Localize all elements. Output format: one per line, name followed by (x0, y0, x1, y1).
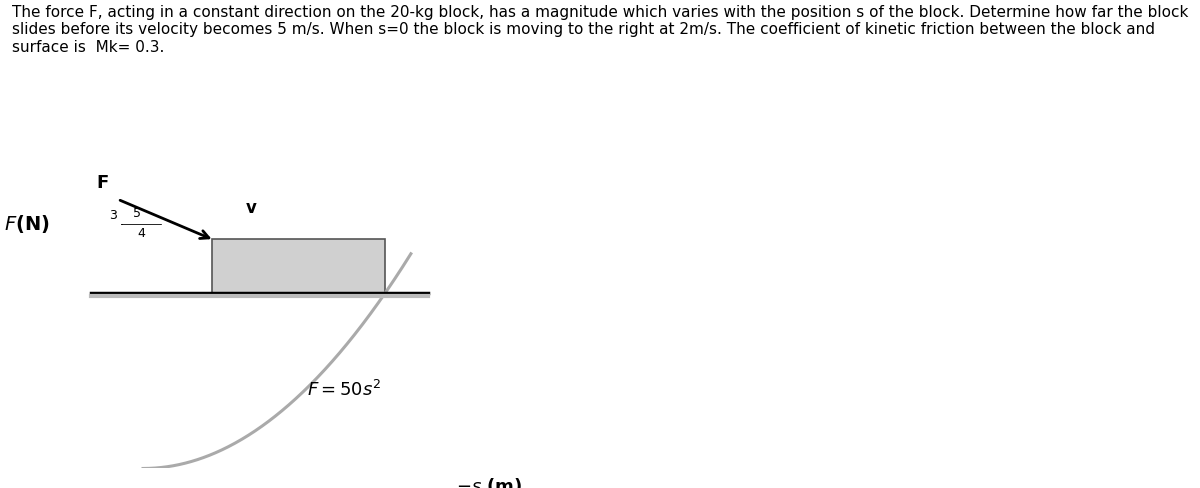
Text: $\it{F}$$\bf{(N)}$: $\it{F}$$\bf{(N)}$ (4, 213, 49, 236)
Text: $F = 50s^2$: $F = 50s^2$ (307, 380, 382, 401)
Bar (212, 239, 385, 293)
Text: 5: 5 (133, 207, 140, 220)
Text: 3: 3 (109, 208, 118, 222)
Text: The force F, acting in a constant direction on the 20-kg block, has a magnitude : The force F, acting in a constant direct… (12, 5, 1188, 55)
Text: $\mathbf{F}$: $\mathbf{F}$ (96, 174, 109, 192)
Text: $\mathbf{v}$: $\mathbf{v}$ (245, 199, 257, 217)
Text: $-s\ \mathbf{(m)}$: $-s\ \mathbf{(m)}$ (456, 476, 522, 488)
Text: 4: 4 (137, 227, 145, 240)
